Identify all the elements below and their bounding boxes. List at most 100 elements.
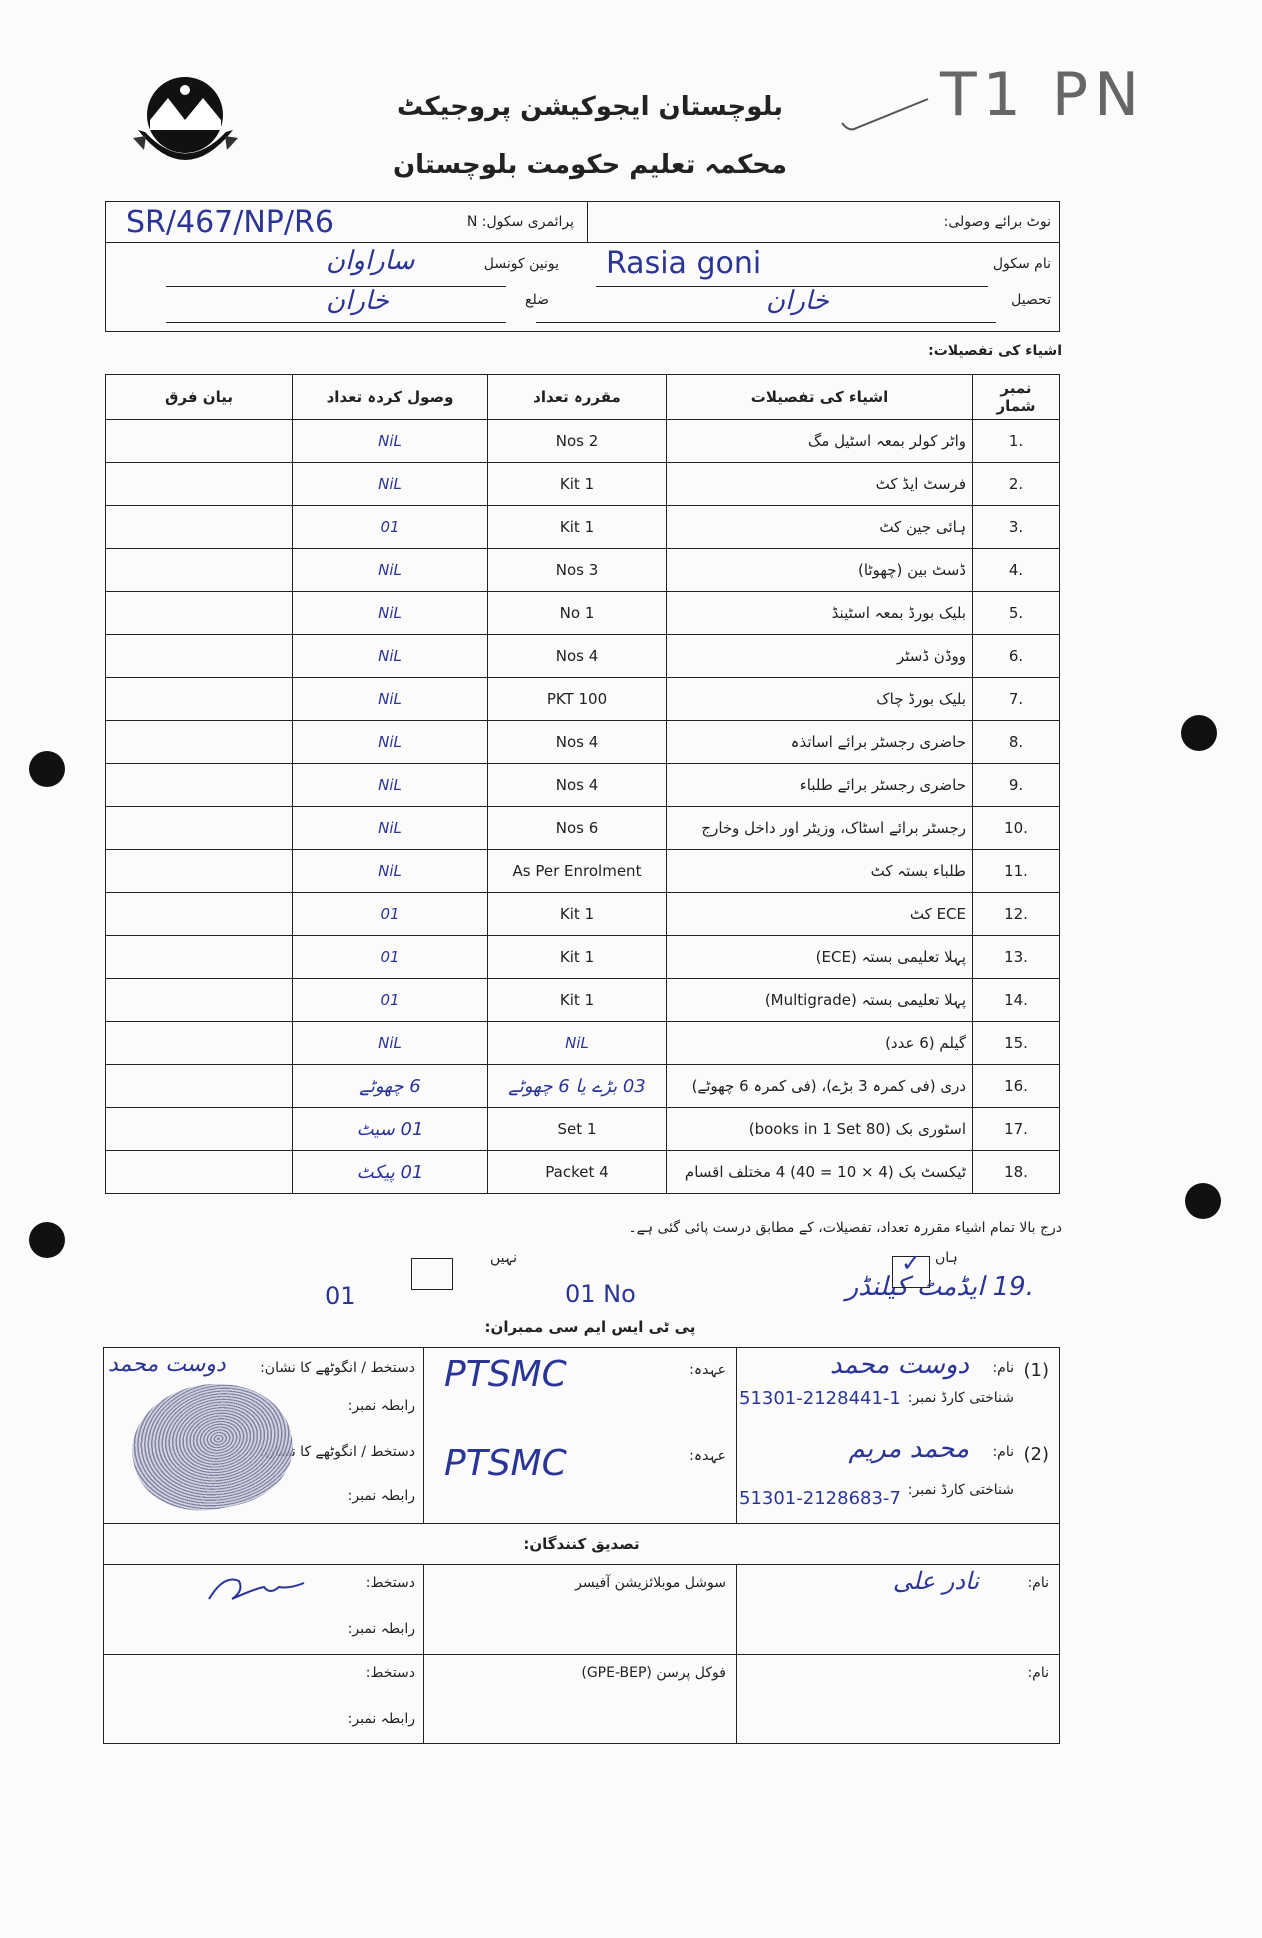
prescribed-quantity: 1 No	[487, 591, 667, 635]
member-index: (2)	[1023, 1444, 1049, 1465]
received-quantity[interactable]: 01	[292, 935, 488, 979]
cnic-label: شناختی کارڈ نمبر:	[907, 1390, 1014, 1406]
difference-note[interactable]	[105, 935, 293, 979]
member-row: (1) نام: دوست محمد شناختی کارڈ نمبر: 513…	[103, 1347, 1060, 1525]
prescribed-quantity: 4 Nos	[487, 763, 667, 807]
prescribed-quantity: 1 Kit	[487, 978, 667, 1022]
difference-note[interactable]	[105, 1107, 293, 1151]
serial-number: .14	[972, 978, 1060, 1022]
difference-note[interactable]	[105, 892, 293, 936]
difference-note[interactable]	[105, 591, 293, 635]
received-quantity[interactable]: NiL	[292, 720, 488, 764]
punch-hole	[29, 751, 65, 787]
difference-note[interactable]	[105, 548, 293, 592]
name-label: نام:	[992, 1360, 1014, 1376]
member-cnic[interactable]: 51301-2128683-7	[739, 1488, 901, 1509]
difference-note[interactable]	[105, 462, 293, 506]
item-details: گیلم (6 عدد)	[666, 1021, 973, 1065]
prescribed-quantity: 4 Nos	[487, 634, 667, 678]
received-quantity[interactable]: 01	[292, 978, 488, 1022]
serial-number: .18	[972, 1150, 1060, 1194]
received-quantity[interactable]: NiL	[292, 1021, 488, 1065]
prescribed-quantity: 3 Nos	[487, 548, 667, 592]
received-quantity[interactable]: 01	[292, 505, 488, 549]
member-name[interactable]: دوست محمد	[829, 1350, 969, 1380]
serial-number: .1	[972, 419, 1060, 463]
difference-note[interactable]	[105, 806, 293, 850]
prescribed-quantity: 6 Nos	[487, 806, 667, 850]
contact-label: رابطہ نمبر:	[347, 1488, 415, 1504]
school-name-label: نام سکول	[992, 256, 1051, 272]
item-details: ٹیکسٹ بک (4 × 10 = 40) 4 مختلف اقسام	[666, 1150, 973, 1194]
union-council-value[interactable]: ساراوان	[326, 246, 415, 276]
received-quantity[interactable]: NiL	[292, 634, 488, 678]
signature-label: دستخط / انگوٹھے کا نشان:	[260, 1360, 415, 1376]
received-quantity[interactable]: NiL	[292, 462, 488, 506]
received-quantity[interactable]: NiL	[292, 763, 488, 807]
received-quantity[interactable]: 01 پیکٹ	[292, 1150, 488, 1194]
item-details: حاضری رجسٹر برائے طلباء	[666, 763, 973, 807]
member-cnic[interactable]: 51301-2128441-1	[739, 1388, 901, 1409]
item19-received-yes: 01	[325, 1282, 356, 1310]
items-title: اشیاء کی تفصیلات:	[928, 343, 1062, 359]
yes-checkbox[interactable]: ✓	[892, 1249, 930, 1288]
item-details: ہائی جین کٹ	[666, 505, 973, 549]
school-code[interactable]: SR/467/NP/R6	[126, 205, 334, 240]
item-details: بلیک بورڈ چاک	[666, 677, 973, 721]
difference-note[interactable]	[105, 419, 293, 463]
punch-hole	[1185, 1183, 1221, 1219]
difference-note[interactable]	[105, 720, 293, 764]
serial-number: .12	[972, 892, 1060, 936]
signature-label: دستخط:	[365, 1665, 415, 1681]
difference-note[interactable]	[105, 763, 293, 807]
member-name[interactable]: محمد مریم	[848, 1434, 969, 1464]
prescribed-quantity: 1 Kit	[487, 935, 667, 979]
received-quantity[interactable]: 01 سیٹ	[292, 1107, 488, 1151]
name-label: نام:	[1027, 1575, 1049, 1591]
prescribed-quantity: 1 Kit	[487, 462, 667, 506]
table-row: .11 طلباء بستہ کٹ As Per Enrolment NiL	[105, 849, 1060, 893]
district-label: ضلع	[525, 292, 549, 308]
member-signature: دوست محمد	[108, 1352, 226, 1377]
verifier-row: نام: فوکل پرسن (GPE-BEP) دستخط: رابطہ نم…	[103, 1654, 1060, 1744]
difference-note[interactable]	[105, 505, 293, 549]
no-checkbox[interactable]	[411, 1258, 453, 1290]
table-row: .10 رجسٹر برائے اسٹاک، وزیٹر اور داخل وخا…	[105, 806, 1060, 850]
table-row: .6 ووڈن ڈسٹر 4 Nos NiL	[105, 634, 1060, 678]
difference-note[interactable]	[105, 677, 293, 721]
member-designation[interactable]: PTSMC	[444, 1443, 567, 1484]
table-row: .5 بلیک بورڈ بمعہ اسٹینڈ 1 No NiL	[105, 591, 1060, 635]
received-quantity[interactable]: NiL	[292, 677, 488, 721]
received-quantity[interactable]: 6 چھوٹے	[292, 1064, 488, 1108]
difference-note[interactable]	[105, 849, 293, 893]
tehsil-value[interactable]: خاران	[766, 286, 829, 316]
received-quantity[interactable]: 01	[292, 892, 488, 936]
designation-label: عہدہ:	[689, 1448, 726, 1464]
prescribed-quantity: 1 Kit	[487, 892, 667, 936]
school-name-value[interactable]: Rasia goni	[606, 246, 762, 281]
difference-note[interactable]	[105, 634, 293, 678]
table-row: .1 واٹر کولر بمعہ اسٹیل مگ 2 Nos NiL	[105, 419, 1060, 463]
handwritten-annotation: T1 PN	[940, 60, 1145, 130]
verifier-name[interactable]: نادر علی	[892, 1567, 979, 1595]
district-value[interactable]: خاران	[326, 286, 389, 316]
serial-number: .2	[972, 462, 1060, 506]
members-table: (1) نام: دوست محمد شناختی کارڈ نمبر: 513…	[103, 1347, 1060, 1744]
received-quantity[interactable]: NiL	[292, 419, 488, 463]
serial-number: .5	[972, 591, 1060, 635]
signature-label: دستخط / انگوٹھے کا نشان:	[260, 1444, 415, 1460]
difference-note[interactable]	[105, 1064, 293, 1108]
item-details: حاضری رجسٹر برائے اساتذہ	[666, 720, 973, 764]
difference-note[interactable]	[105, 1150, 293, 1194]
received-quantity[interactable]: NiL	[292, 849, 488, 893]
serial-number: .13	[972, 935, 1060, 979]
difference-note[interactable]	[105, 978, 293, 1022]
member-designation[interactable]: PTSMC	[444, 1354, 567, 1395]
serial-number: .7	[972, 677, 1060, 721]
prescribed-quantity: 100 PKT	[487, 677, 667, 721]
received-quantity[interactable]: NiL	[292, 806, 488, 850]
difference-note[interactable]	[105, 1021, 293, 1065]
received-quantity[interactable]: NiL	[292, 591, 488, 635]
column-header-difference: بیان فرق	[105, 374, 293, 420]
received-quantity[interactable]: NiL	[292, 548, 488, 592]
